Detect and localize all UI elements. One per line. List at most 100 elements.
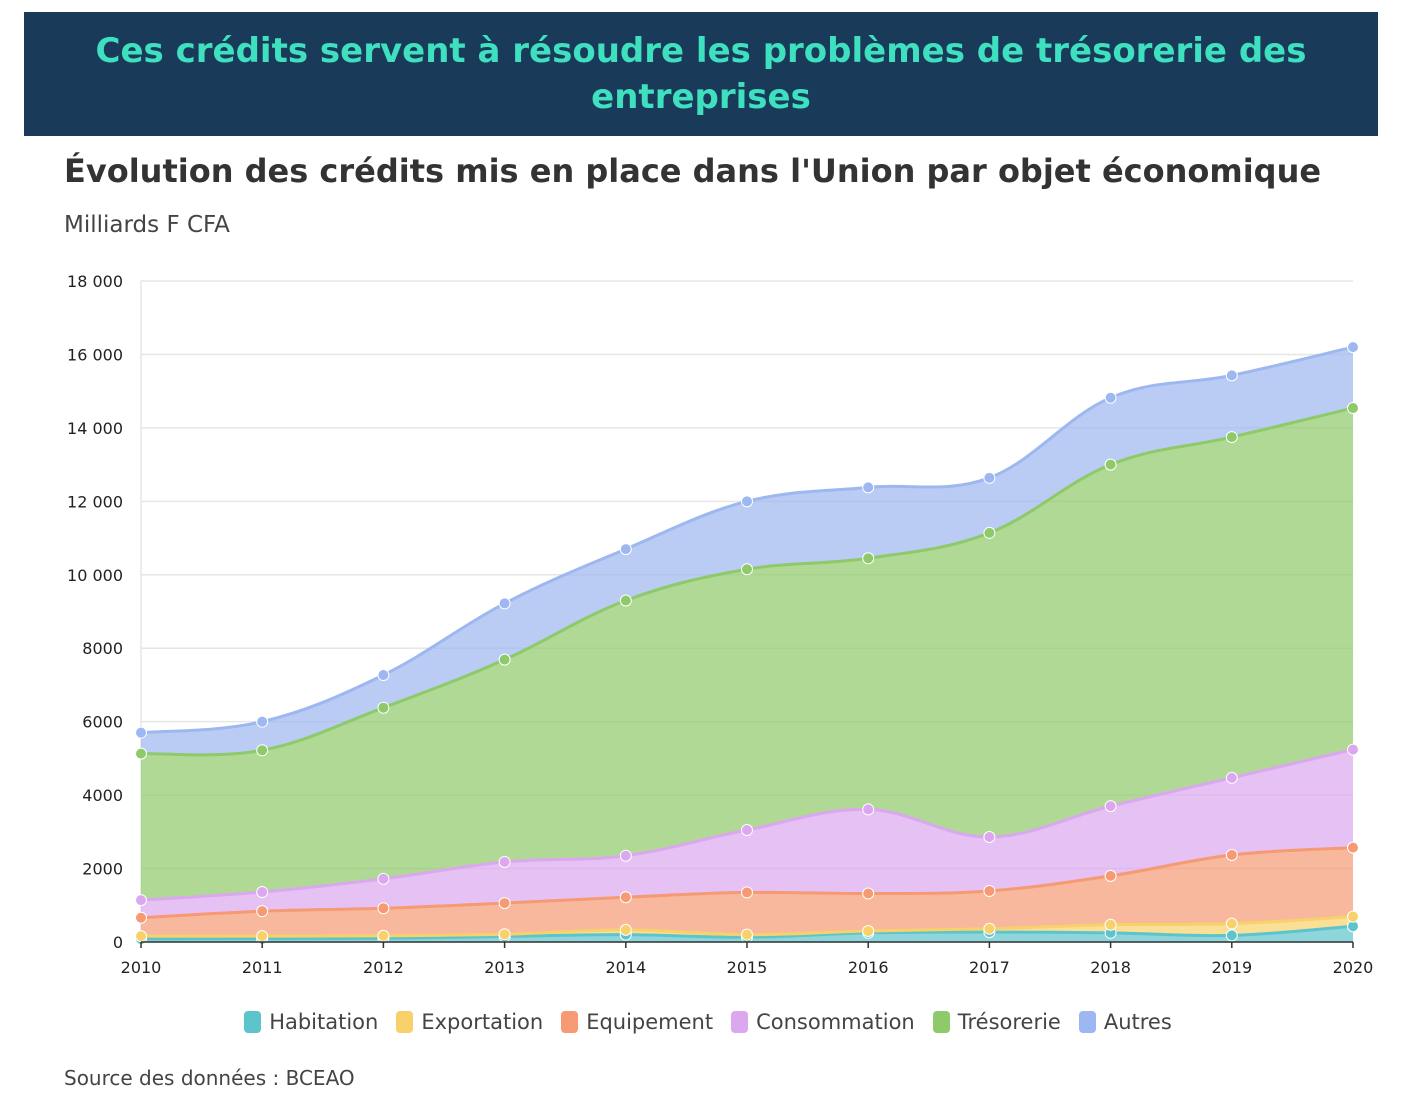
point-equipement: [1347, 841, 1359, 854]
point-consommation: [741, 823, 753, 836]
x-tick-label: 2018: [1090, 958, 1131, 977]
area-equipement: [141, 847, 1353, 937]
x-tick-label: 2010: [121, 958, 162, 977]
point-equipement: [862, 887, 875, 900]
area-autres: [141, 347, 1353, 755]
x-tick-label: 2016: [848, 958, 889, 977]
point-consommation: [1104, 800, 1117, 813]
chart-title: Évolution des crédits mis en place dans …: [64, 152, 1322, 190]
point-equipement: [498, 897, 511, 910]
y-tick-label: 18 000: [67, 272, 123, 291]
legend-item[interactable]: Trésorerie: [932, 1010, 1061, 1034]
point-exportation: [135, 930, 147, 943]
legend-item[interactable]: Habitation: [244, 1010, 378, 1034]
point-exportation: [862, 924, 875, 937]
point-tr-sorerie: [983, 526, 996, 539]
x-tick-label: 2014: [605, 958, 646, 977]
y-tick-label: 12 000: [67, 492, 123, 511]
point-tr-sorerie: [619, 594, 632, 607]
x-tick-label: 2013: [484, 958, 525, 977]
point-consommation: [1225, 771, 1238, 784]
point-autres: [498, 597, 511, 610]
legend-label: Autres: [1103, 1010, 1172, 1034]
legend-label: Consommation: [756, 1010, 915, 1034]
point-equipement: [983, 884, 996, 897]
x-tick-label: 2020: [1333, 958, 1374, 977]
y-tick-label: 10 000: [67, 566, 123, 585]
chart-subtitle: Milliards F CFA: [64, 212, 230, 238]
point-equipement: [135, 911, 147, 924]
legend-item[interactable]: Consommation: [731, 1010, 915, 1034]
point-exportation: [1225, 917, 1238, 930]
y-tick-label: 8000: [82, 639, 123, 658]
point-exportation: [983, 922, 996, 935]
point-tr-sorerie: [135, 747, 147, 760]
point-exportation: [377, 929, 390, 942]
point-tr-sorerie: [1347, 402, 1359, 415]
point-autres: [741, 495, 753, 508]
point-consommation: [377, 872, 390, 885]
point-autres: [135, 726, 147, 739]
point-consommation: [862, 803, 875, 816]
point-autres: [1225, 369, 1238, 382]
legend-label: Habitation: [269, 1010, 379, 1034]
legend-label: Exportation: [421, 1010, 544, 1034]
point-exportation: [1104, 918, 1117, 931]
legend-swatch: [932, 1011, 950, 1033]
point-exportation: [619, 923, 632, 936]
legend-swatch: [244, 1011, 262, 1033]
banner-text: Ces crédits servent à résoudre les probl…: [95, 31, 1307, 117]
legend-item[interactable]: Autres: [1078, 1010, 1172, 1034]
point-exportation: [1347, 910, 1359, 923]
point-consommation: [498, 855, 511, 868]
point-autres: [1347, 341, 1359, 354]
point-autres: [619, 543, 632, 556]
y-tick-label: 16 000: [67, 345, 123, 364]
x-tick-label: 2017: [969, 958, 1010, 977]
legend-item[interactable]: Exportation: [396, 1010, 543, 1034]
point-autres: [983, 471, 996, 484]
point-autres: [1104, 391, 1117, 404]
point-tr-sorerie: [377, 701, 390, 714]
area-chart: 0 2000 4000 6000 8000 10 000 12 000 14 000 16 00…: [67, 272, 1374, 977]
legend-swatch: [1078, 1011, 1096, 1033]
point-consommation: [619, 849, 632, 862]
point-equipement: [1104, 869, 1117, 882]
point-equipement: [619, 891, 632, 904]
point-equipement: [741, 886, 753, 899]
point-autres: [256, 715, 269, 728]
point-equipement: [1225, 848, 1238, 861]
point-exportation: [256, 930, 269, 943]
x-tick-label: 2015: [727, 958, 768, 977]
legend-swatch: [396, 1011, 414, 1033]
legend-label: Trésorerie: [957, 1010, 1061, 1034]
point-autres: [862, 481, 875, 494]
point-equipement: [256, 905, 269, 918]
point-exportation: [498, 928, 511, 941]
y-tick-label: 14 000: [67, 419, 123, 438]
y-tick-label: 2000: [82, 860, 123, 879]
point-tr-sorerie: [862, 552, 875, 565]
point-tr-sorerie: [498, 653, 511, 666]
point-tr-sorerie: [741, 563, 753, 576]
x-tick-label: 2011: [242, 958, 283, 977]
point-equipement: [377, 902, 390, 915]
source-note: Source des données : BCEAO: [64, 1066, 355, 1090]
point-exportation: [741, 928, 753, 941]
area-tr-sorerie: [141, 408, 1353, 901]
banner: Ces crédits servent à résoudre les probl…: [24, 12, 1378, 136]
x-tick-label: 2012: [363, 958, 404, 977]
point-consommation: [256, 886, 269, 899]
y-tick-label: 6000: [82, 713, 123, 732]
legend-swatch: [731, 1011, 749, 1033]
legend-item[interactable]: Equipement: [561, 1010, 713, 1034]
point-consommation: [983, 830, 996, 843]
x-tick-label: 2019: [1211, 958, 1252, 977]
legend-label: Equipement: [586, 1010, 714, 1034]
point-consommation: [135, 894, 147, 907]
y-tick-label: 0: [113, 933, 123, 952]
legend: Habitation Exportation Equipement Consommat…: [0, 1010, 1416, 1034]
point-tr-sorerie: [1104, 458, 1117, 471]
point-tr-sorerie: [1225, 431, 1238, 444]
point-consommation: [1347, 743, 1359, 756]
